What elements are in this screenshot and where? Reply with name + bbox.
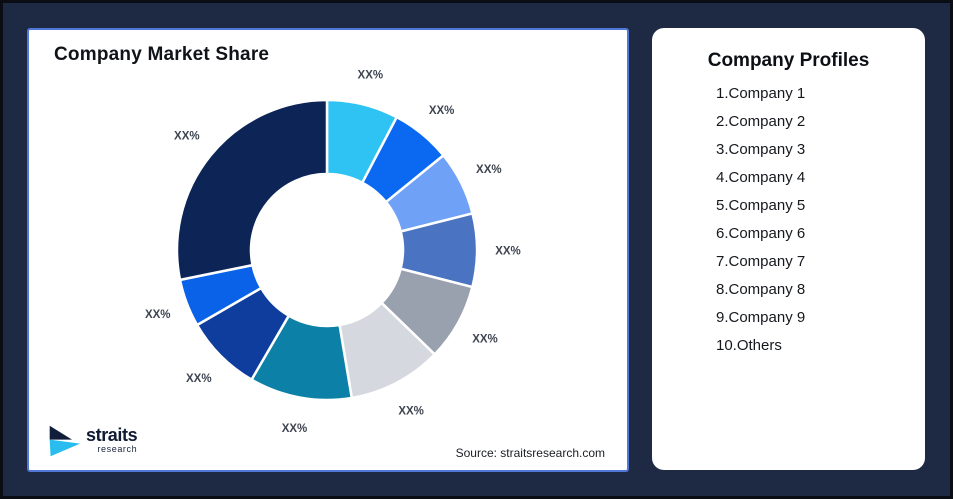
company-list-item: 10.Others	[716, 337, 782, 354]
source-note: Source: straitsresearch.com	[455, 446, 605, 460]
slice-label-6: XX%	[398, 405, 424, 417]
slice-label-7: XX%	[282, 423, 308, 435]
profiles-list: 1.Company 1 2.Company 2 3.Company 3 4.Co…	[652, 86, 925, 354]
straits-research-logo: straits research	[47, 422, 138, 460]
company-list-item: 7.Company 7	[716, 253, 806, 270]
company-list-item: 3.Company 3	[716, 141, 806, 158]
company-list-item: 1.Company 1	[716, 85, 806, 102]
slice-label-2: XX%	[429, 105, 455, 117]
logo-subtext: research	[97, 444, 138, 454]
straits-logo-text: straits research	[86, 422, 138, 454]
slice-label-5: XX%	[472, 333, 498, 345]
slice-label-4: XX%	[495, 245, 521, 257]
donut-chart: XX% XX% XX% XX% XX% XX% XX% XX% XX% XX%	[145, 69, 521, 435]
slice-label-3: XX%	[476, 164, 502, 176]
company-list-item: 5.Company 5	[716, 197, 806, 214]
straits-logo-icon	[49, 425, 81, 457]
company-list-item: 2.Company 2	[716, 113, 806, 130]
profiles-title: Company Profiles	[707, 50, 870, 71]
slice-label-1: XX%	[358, 69, 384, 81]
company-list-item: 4.Company 4	[716, 169, 806, 186]
chart-title: Company Market Share	[54, 44, 270, 65]
company-list-item: 9.Company 9	[716, 309, 806, 326]
company-list-item: 6.Company 6	[716, 225, 806, 242]
company-profiles-card: Company Profiles 1.Company 1 2.Company 2…	[652, 28, 925, 470]
market-share-card: Company Market Share XX% XX% XX% XX% XX% XX% X…	[27, 28, 629, 472]
logo-name: straits	[86, 425, 138, 445]
company-list-item: 8.Company 8	[716, 281, 806, 298]
donut-segment-10	[175, 98, 329, 282]
slice-label-9: XX%	[145, 309, 171, 321]
slice-label-8: XX%	[186, 373, 212, 385]
slice-label-10: XX%	[174, 130, 200, 142]
